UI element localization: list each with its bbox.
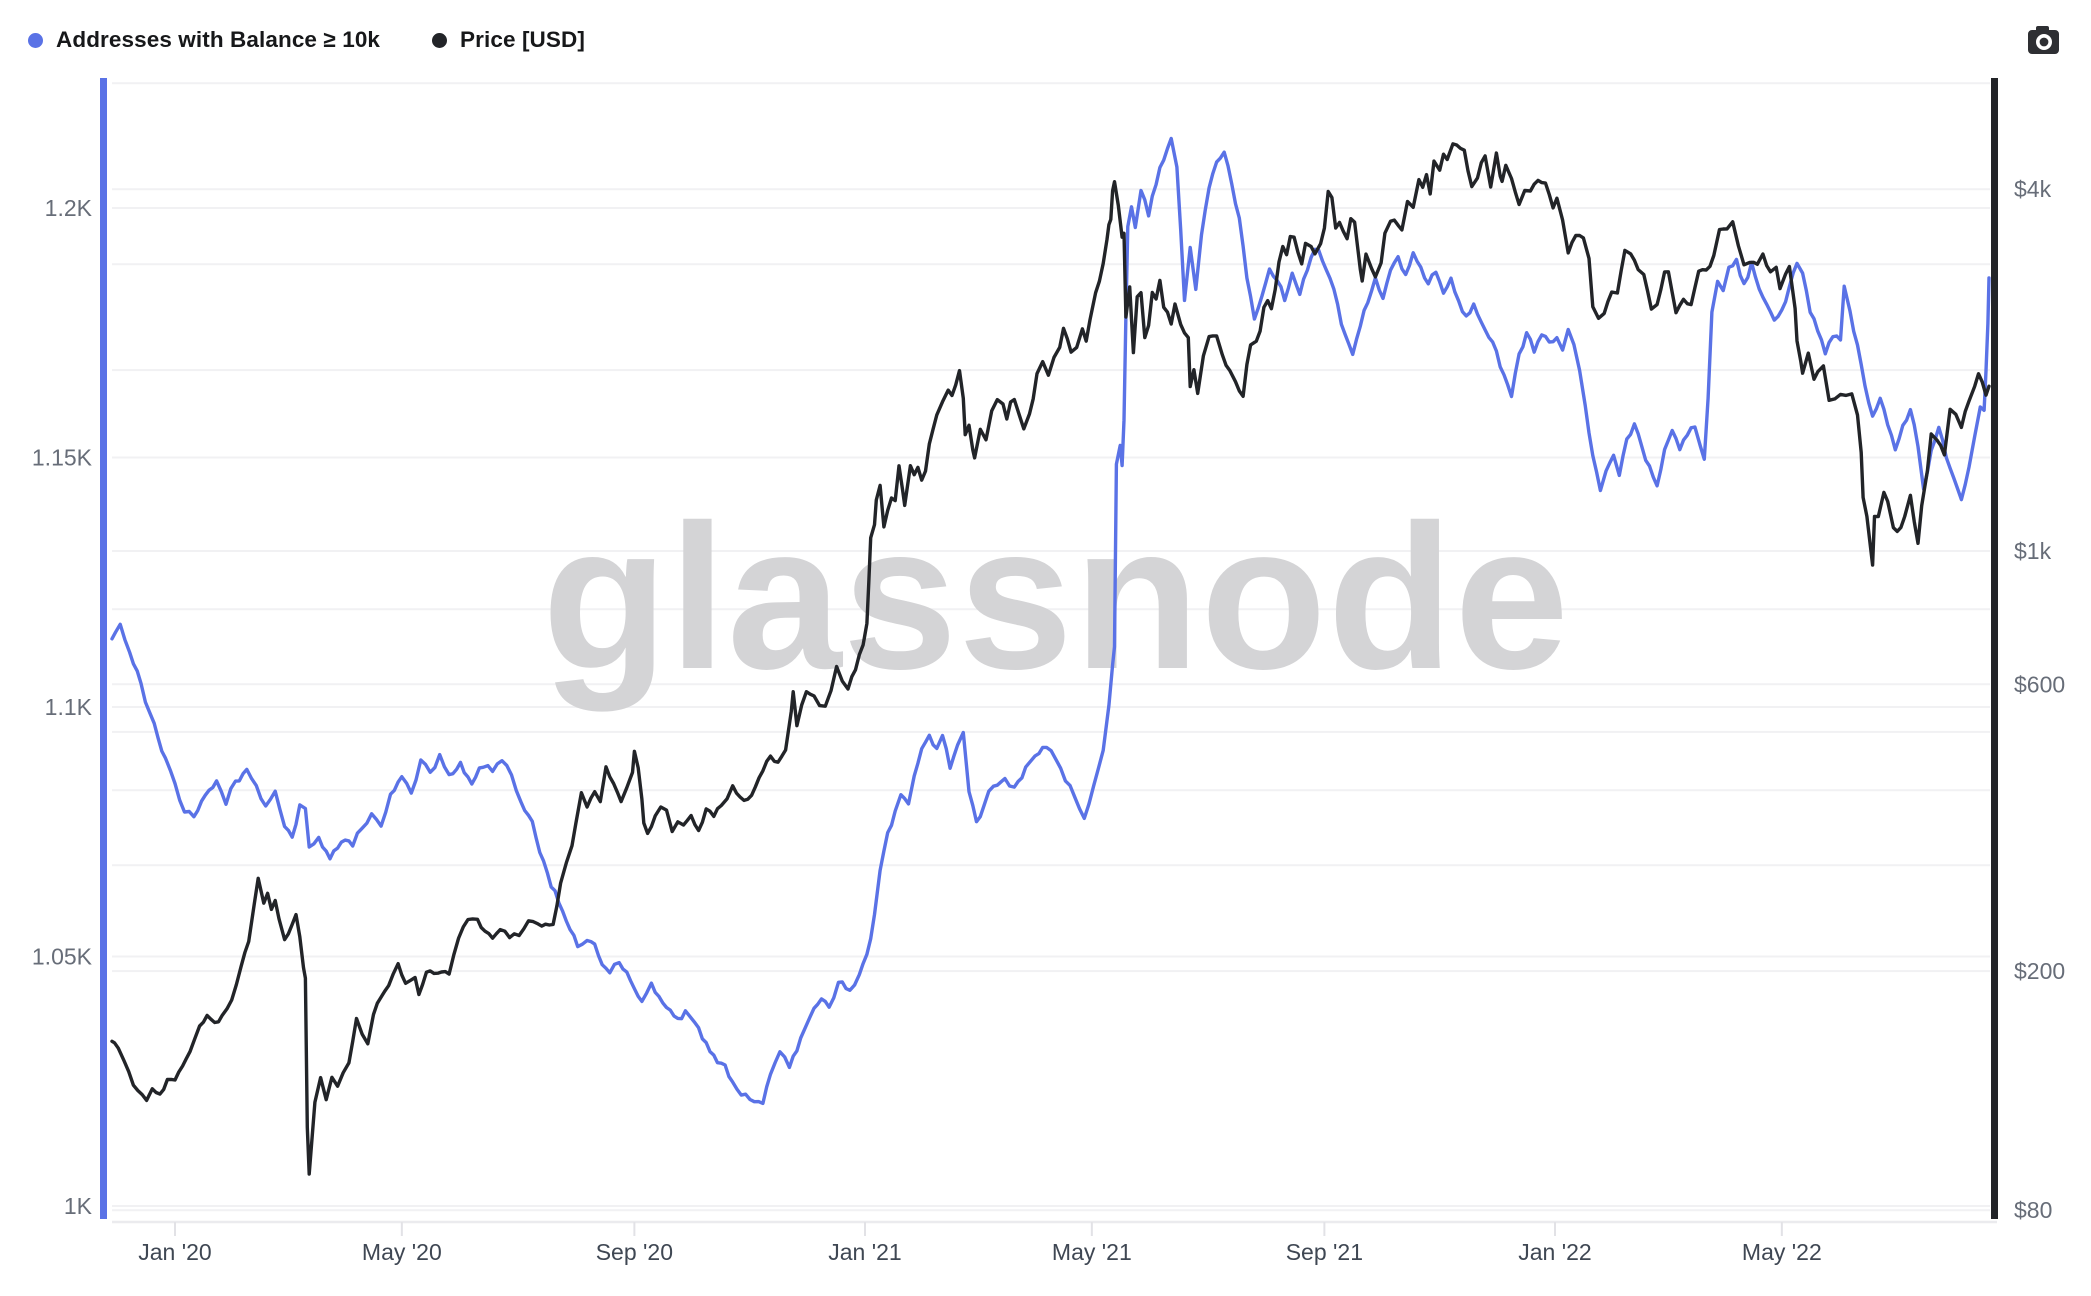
x-tick-label: May '20 — [362, 1239, 442, 1265]
x-tick-label: Jan '22 — [1518, 1239, 1591, 1265]
right-axis-tick-label: $600 — [2014, 671, 2065, 697]
left-axis-tick-label: 1.1K — [45, 694, 93, 720]
legend: Addresses with Balance ≥ 10k Price [USD] — [28, 24, 585, 56]
left-axis-tick-label: 1.2K — [45, 195, 93, 221]
addresses-series-dot-icon — [28, 32, 43, 48]
addresses-series-label: Addresses with Balance ≥ 10k — [56, 27, 381, 52]
series-lines — [110, 136, 1991, 1176]
price-series-dot-icon — [432, 32, 448, 48]
right-axis-tick-label: $4k — [2014, 176, 2052, 202]
price-line — [110, 142, 1991, 1176]
axis-tick-labels: Jan '20 May '20 Sep '20 Jan '21 May '21 Sep '… — [32, 176, 2065, 1265]
left-axis-tick-label: 1K — [64, 1193, 93, 1219]
right-axis-tick-label: $80 — [2014, 1197, 2052, 1223]
x-tick-label: Sep '21 — [1286, 1239, 1363, 1265]
x-tick-label: Jan '21 — [828, 1239, 901, 1265]
camera-icon — [2028, 26, 2059, 54]
x-tick-label: May '22 — [1742, 1239, 1822, 1265]
watermark: glassnode — [542, 482, 1570, 712]
left-axis-tick-label: 1.15K — [32, 445, 93, 471]
legend-item-addresses[interactable]: Addresses with Balance ≥ 10k — [28, 27, 380, 53]
right-axis-tick-label: $200 — [2014, 958, 2065, 984]
screenshot-camera-button[interactable] — [2024, 20, 2064, 60]
x-tick-label: May '21 — [1052, 1239, 1132, 1265]
price-series-label: Price [USD] — [460, 27, 585, 52]
addresses-line — [110, 136, 1991, 1106]
legend-item-price[interactable]: Price [USD] — [432, 27, 585, 53]
x-tick-label: Sep '20 — [596, 1239, 673, 1265]
axes — [100, 78, 1998, 1236]
x-tick-label: Jan '20 — [138, 1239, 211, 1265]
left-axis-tick-label: 1.05K — [32, 944, 93, 970]
right-axis-tick-label: $1k — [2014, 538, 2052, 564]
